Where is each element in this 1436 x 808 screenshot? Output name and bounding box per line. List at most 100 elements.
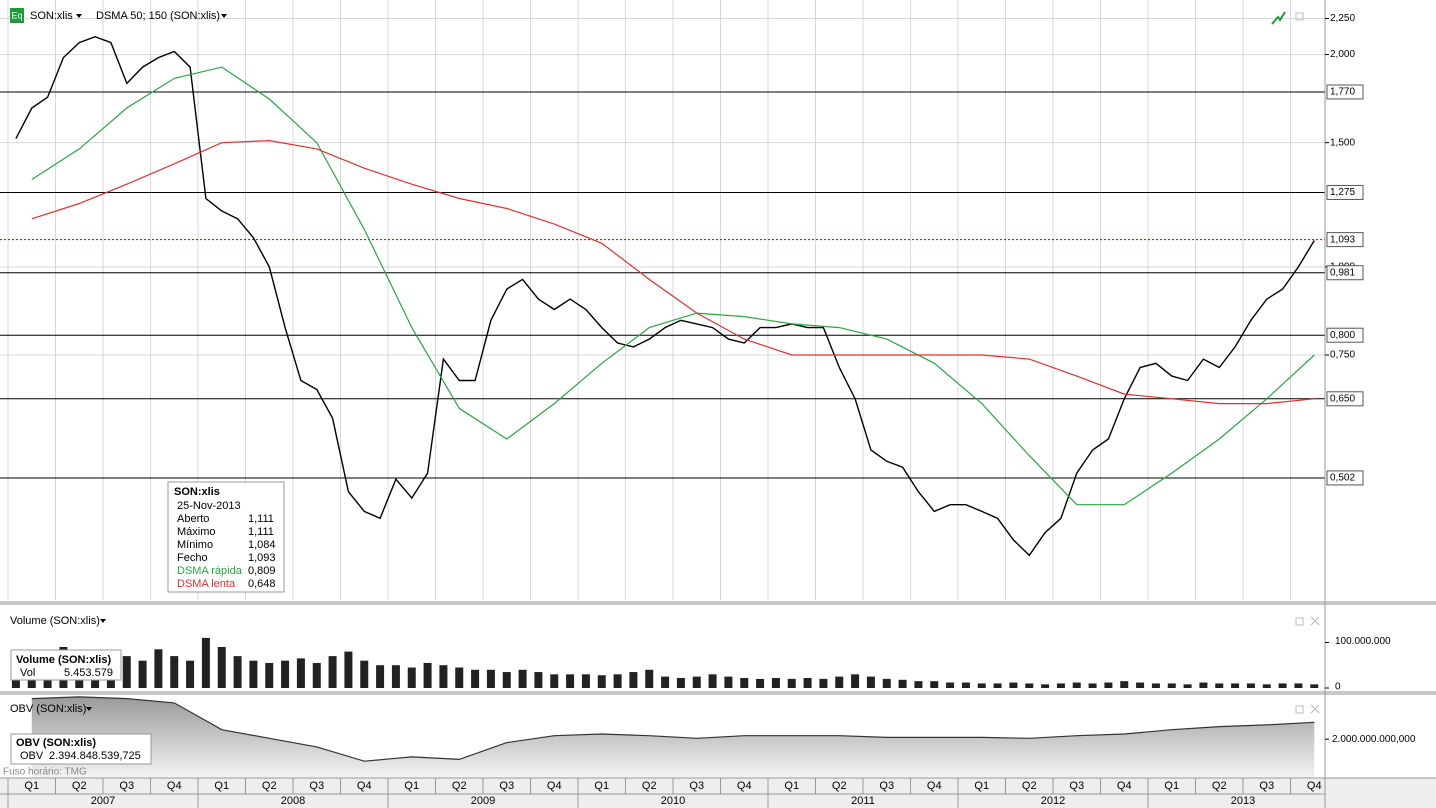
volume-bar <box>961 682 970 688</box>
volume-bar <box>692 676 701 688</box>
panel-separator <box>0 601 1436 605</box>
volume-bar <box>154 649 163 688</box>
volume-bar <box>550 674 559 688</box>
trend-icon[interactable] <box>1271 11 1286 25</box>
y-tick-label: 0 <box>1335 682 1341 693</box>
quarter-label: Q2 <box>1022 780 1037 792</box>
quarter-label: Q1 <box>974 780 989 792</box>
study[interactable]: DSMA 50; 150 (SON:xlis) <box>96 10 220 22</box>
level-box <box>1326 232 1364 248</box>
volume-bar <box>328 656 337 688</box>
year-label: 2010 <box>661 795 685 807</box>
maximize-icon[interactable] <box>1295 705 1304 714</box>
volume-bar <box>138 660 147 688</box>
volume-bar <box>249 660 258 688</box>
volume-bar <box>1167 683 1176 688</box>
level-label: 0,800 <box>1330 330 1355 341</box>
volume-bar <box>645 669 654 688</box>
volume-bar <box>740 677 749 688</box>
volume-bar <box>265 662 274 688</box>
volume-bar <box>407 667 416 688</box>
volume-bar <box>771 677 780 688</box>
volume-bar <box>186 660 195 688</box>
volume-bar <box>1231 683 1240 688</box>
close-icon[interactable] <box>1310 616 1320 626</box>
quarter-label: Q1 <box>784 780 799 792</box>
level-box <box>1326 391 1364 407</box>
close-icon[interactable] <box>1310 704 1320 714</box>
volume-bar <box>629 672 638 688</box>
volume-bar <box>233 656 242 688</box>
info-rows: Aberto 1,111 Máximo 1,111 Mínimo 1,084 Fecho 1,… <box>177 513 276 564</box>
info-value: 0,648 <box>248 578 276 590</box>
volume-bar <box>1136 682 1145 688</box>
volume-bar <box>661 676 670 688</box>
quarter-label: Q3 <box>1259 780 1274 792</box>
volume-bar <box>1246 683 1255 688</box>
volume-bar <box>391 665 400 688</box>
volume-bar <box>676 677 685 688</box>
quarter-label: Q2 <box>1212 780 1227 792</box>
volume-bar <box>1215 683 1224 688</box>
quarter-label: Q1 <box>404 780 419 792</box>
quarter-label: Q3 <box>689 780 704 792</box>
info-value: 1,093 <box>248 552 276 564</box>
volume-bar <box>1056 683 1065 688</box>
level-box <box>1326 265 1364 281</box>
volume-bar <box>898 679 907 688</box>
volume-bar <box>819 678 828 688</box>
volume-bar <box>724 676 733 688</box>
level-label: 1,275 <box>1330 187 1355 198</box>
panel-title[interactable]: OBV (SON:xlis) <box>10 703 86 715</box>
grid-layer <box>0 0 1325 600</box>
info-label: Máximo <box>177 526 216 538</box>
quarter-label: Q3 <box>1069 780 1084 792</box>
volume-bar <box>597 675 606 688</box>
quarter-label: Q2 <box>72 780 87 792</box>
quarter-label: Q3 <box>879 780 894 792</box>
y-tick-label: 1,500 <box>1330 137 1355 148</box>
maximize-icon[interactable] <box>1295 12 1304 21</box>
level-box <box>1326 327 1364 343</box>
level-label: 0,981 <box>1330 267 1355 278</box>
volume-bar <box>217 647 226 688</box>
year-label: 2007 <box>91 795 115 807</box>
time-axis-bg <box>0 778 1436 808</box>
level-box <box>1326 84 1364 100</box>
volume-bar <box>993 683 1002 688</box>
volume-bar <box>581 674 590 688</box>
quarter-label: Q4 <box>1117 780 1132 792</box>
info-title: SON:xlis <box>174 486 220 498</box>
dropdown-arrow[interactable] <box>76 14 82 18</box>
dropdown-arrow[interactable] <box>221 14 227 18</box>
info-label: Fecho <box>177 552 208 564</box>
info-value: 1,111 <box>248 513 274 525</box>
sma-line <box>31 139 1315 405</box>
volume-bar <box>344 651 353 688</box>
dropdown-arrow[interactable] <box>86 707 92 711</box>
box-label: Vol <box>20 667 35 679</box>
volume-bar <box>122 656 131 688</box>
volume-bar <box>170 656 179 688</box>
sma-line <box>31 66 1315 506</box>
panel-separator <box>0 691 1436 695</box>
box-label: OBV <box>20 750 44 762</box>
year-label: 2011 <box>851 795 875 807</box>
volume-bar <box>946 682 955 688</box>
volume-bar <box>439 665 448 688</box>
volume-bar <box>1088 683 1097 688</box>
level-label: 0,502 <box>1330 473 1355 484</box>
box-value: 2.394.848.539,725 <box>49 750 141 762</box>
volume-bar <box>360 660 369 688</box>
volume-bar <box>977 683 986 688</box>
panel-title[interactable]: Volume (SON:xlis) <box>10 615 100 627</box>
maximize-icon[interactable] <box>1295 617 1304 626</box>
volume-bar <box>518 669 527 688</box>
volume-bar <box>1278 683 1287 688</box>
symbol[interactable]: SON:xlis <box>30 10 73 22</box>
y-tick-label: 2,250 <box>1330 13 1355 24</box>
year-label: 2008 <box>281 795 305 807</box>
dropdown-arrow[interactable] <box>100 619 106 623</box>
year-label: 2013 <box>1231 795 1255 807</box>
